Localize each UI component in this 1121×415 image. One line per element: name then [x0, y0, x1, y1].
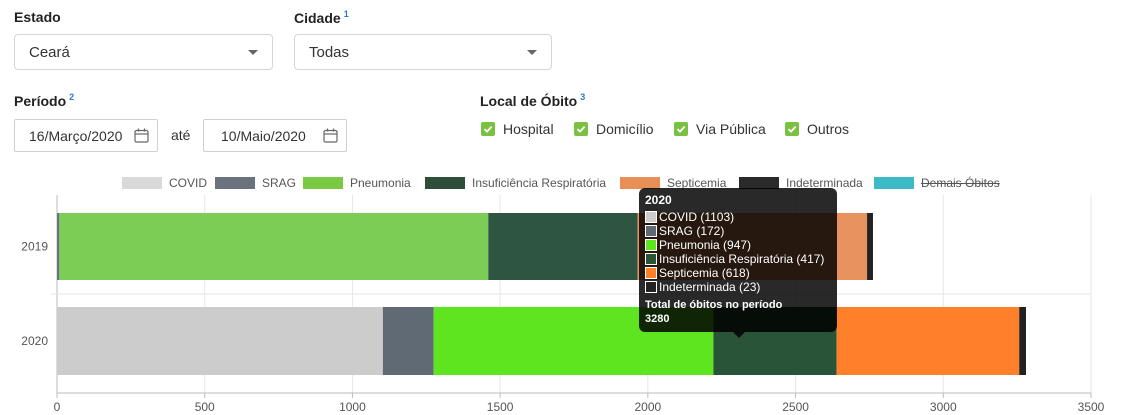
- date-separator: até: [171, 127, 191, 143]
- tooltip-row-label: Insuficiência Respiratória (417): [659, 252, 825, 266]
- legend-label: SRAG: [262, 176, 297, 190]
- checkbox-domicilio[interactable]: Domicílio: [574, 121, 654, 137]
- checkbox-hospital[interactable]: Hospital: [481, 121, 554, 137]
- tooltip-row-label: SRAG (172): [659, 224, 725, 238]
- x-tick-label: 0: [54, 400, 61, 414]
- checkmark-icon: [574, 122, 588, 136]
- legend-item[interactable]: COVID: [122, 176, 207, 190]
- bar-segment: [867, 213, 873, 280]
- tooltip-row: COVID (1103): [645, 210, 831, 224]
- legend-item[interactable]: Pneumonia: [303, 176, 411, 190]
- x-tick-label: 500: [195, 400, 215, 414]
- tooltip-row: Insuficiência Respiratória (417): [645, 252, 831, 266]
- legend-label: Demais Óbitos: [921, 176, 1000, 190]
- y-tick-label: 2020: [21, 334, 48, 348]
- x-tick-label: 1500: [487, 400, 514, 414]
- legend-swatch: [122, 177, 162, 189]
- legend-label: Pneumonia: [350, 176, 411, 190]
- x-tick-label: 2000: [635, 400, 662, 414]
- tooltip-row-label: Septicemia (618): [659, 266, 750, 280]
- x-tick-label: 3500: [1078, 400, 1105, 414]
- x-tick-label: 3000: [930, 400, 957, 414]
- legend-label: COVID: [169, 176, 208, 190]
- periodo-footnote: 2: [69, 92, 75, 102]
- chevron-down-icon: [527, 50, 537, 55]
- tooltip-swatch: [645, 239, 657, 251]
- tooltip-arrow: [733, 332, 745, 338]
- checkbox-label: Domicílio: [596, 121, 654, 137]
- tooltip-row-label: Pneumonia (947): [659, 238, 752, 252]
- estado-select[interactable]: Ceará: [14, 34, 273, 70]
- tooltip-row: Pneumonia (947): [645, 238, 831, 252]
- bar-segment: [836, 307, 1020, 375]
- legend-item[interactable]: Septicemia: [620, 176, 726, 190]
- bar-segment: [488, 213, 638, 280]
- checkbox-label: Via Pública: [696, 121, 766, 137]
- x-tick-label: 2500: [782, 400, 809, 414]
- tooltip-swatch: [645, 253, 657, 265]
- end-date-input[interactable]: 10/Maio/2020: [203, 119, 347, 152]
- cidade-label: Cidade 1: [294, 9, 349, 26]
- local-obito-label: Local de Óbito 3: [480, 92, 586, 109]
- tooltip-swatch: [645, 211, 657, 223]
- periodo-label: Período 2: [14, 92, 75, 109]
- bar-segment: [57, 213, 60, 280]
- tooltip-row: Septicemia (618): [645, 266, 831, 280]
- legend-swatch: [425, 177, 465, 189]
- end-date-value: 10/Maio/2020: [221, 128, 306, 144]
- local-footnote: 3: [580, 92, 586, 102]
- checkbox-via-publica[interactable]: Via Pública: [674, 121, 766, 137]
- bar-segment: [1019, 307, 1027, 375]
- chevron-down-icon: [248, 50, 258, 55]
- legend-label: Insuficiência Respiratória: [472, 176, 607, 190]
- estado-value: Ceará: [29, 44, 70, 61]
- cidade-select[interactable]: Todas: [294, 34, 552, 70]
- legend-item[interactable]: Indeterminada: [739, 176, 863, 190]
- cidade-value: Todas: [309, 44, 350, 61]
- legend-label: Indeterminada: [786, 176, 863, 190]
- legend-item[interactable]: Insuficiência Respiratória: [425, 176, 606, 190]
- checkmark-icon: [481, 122, 495, 136]
- legend-swatch: [215, 177, 255, 189]
- tooltip-footer-value: 3280: [645, 313, 670, 325]
- legend-swatch: [739, 177, 779, 189]
- checkbox-label: Outros: [807, 121, 850, 137]
- calendar-icon[interactable]: [134, 128, 149, 146]
- legend-item[interactable]: SRAG: [215, 176, 296, 190]
- checkbox-outros[interactable]: Outros: [785, 121, 849, 137]
- checkbox-label: Hospital: [503, 121, 554, 137]
- legend-swatch: [303, 177, 343, 189]
- tooltip-swatch: [645, 267, 657, 279]
- tooltip-row-label: COVID (1103): [659, 210, 735, 224]
- tooltip-swatch: [645, 281, 657, 293]
- legend-label: Septicemia: [667, 176, 727, 190]
- tooltip-row: Indeterminada (23): [645, 280, 831, 294]
- start-date-value: 16/Março/2020: [29, 128, 123, 144]
- start-date-input[interactable]: 16/Março/2020: [14, 119, 158, 152]
- legend-item[interactable]: Demais Óbitos: [874, 176, 1000, 190]
- y-tick-label: 2019: [21, 240, 48, 254]
- legend-swatch: [874, 177, 914, 189]
- legend-swatch: [620, 177, 660, 189]
- stacked-bar-chart: 0 500 1000 1500 2000 2500 3000 3500 2019 2020: [21, 195, 1105, 414]
- tooltip-row-label: Indeterminada (23): [659, 280, 761, 294]
- tooltip-title: 2020: [645, 193, 672, 207]
- chart-tooltip: 2020 COVID (1103) SRAG (172) Pneumonia (94…: [639, 188, 837, 338]
- cidade-footnote: 1: [343, 9, 349, 19]
- tooltip-row: SRAG (172): [645, 224, 831, 238]
- estado-label: Estado: [14, 9, 61, 25]
- bar-segment: [382, 307, 434, 375]
- checkmark-icon: [785, 122, 799, 136]
- bar-segment: [59, 213, 489, 280]
- tooltip-footer-label: Total de óbitos no período: [645, 299, 783, 311]
- calendar-icon[interactable]: [323, 128, 338, 146]
- tooltip-swatch: [645, 225, 657, 237]
- bar-segment: [57, 307, 383, 375]
- x-tick-label: 1000: [339, 400, 366, 414]
- checkmark-icon: [674, 122, 688, 136]
